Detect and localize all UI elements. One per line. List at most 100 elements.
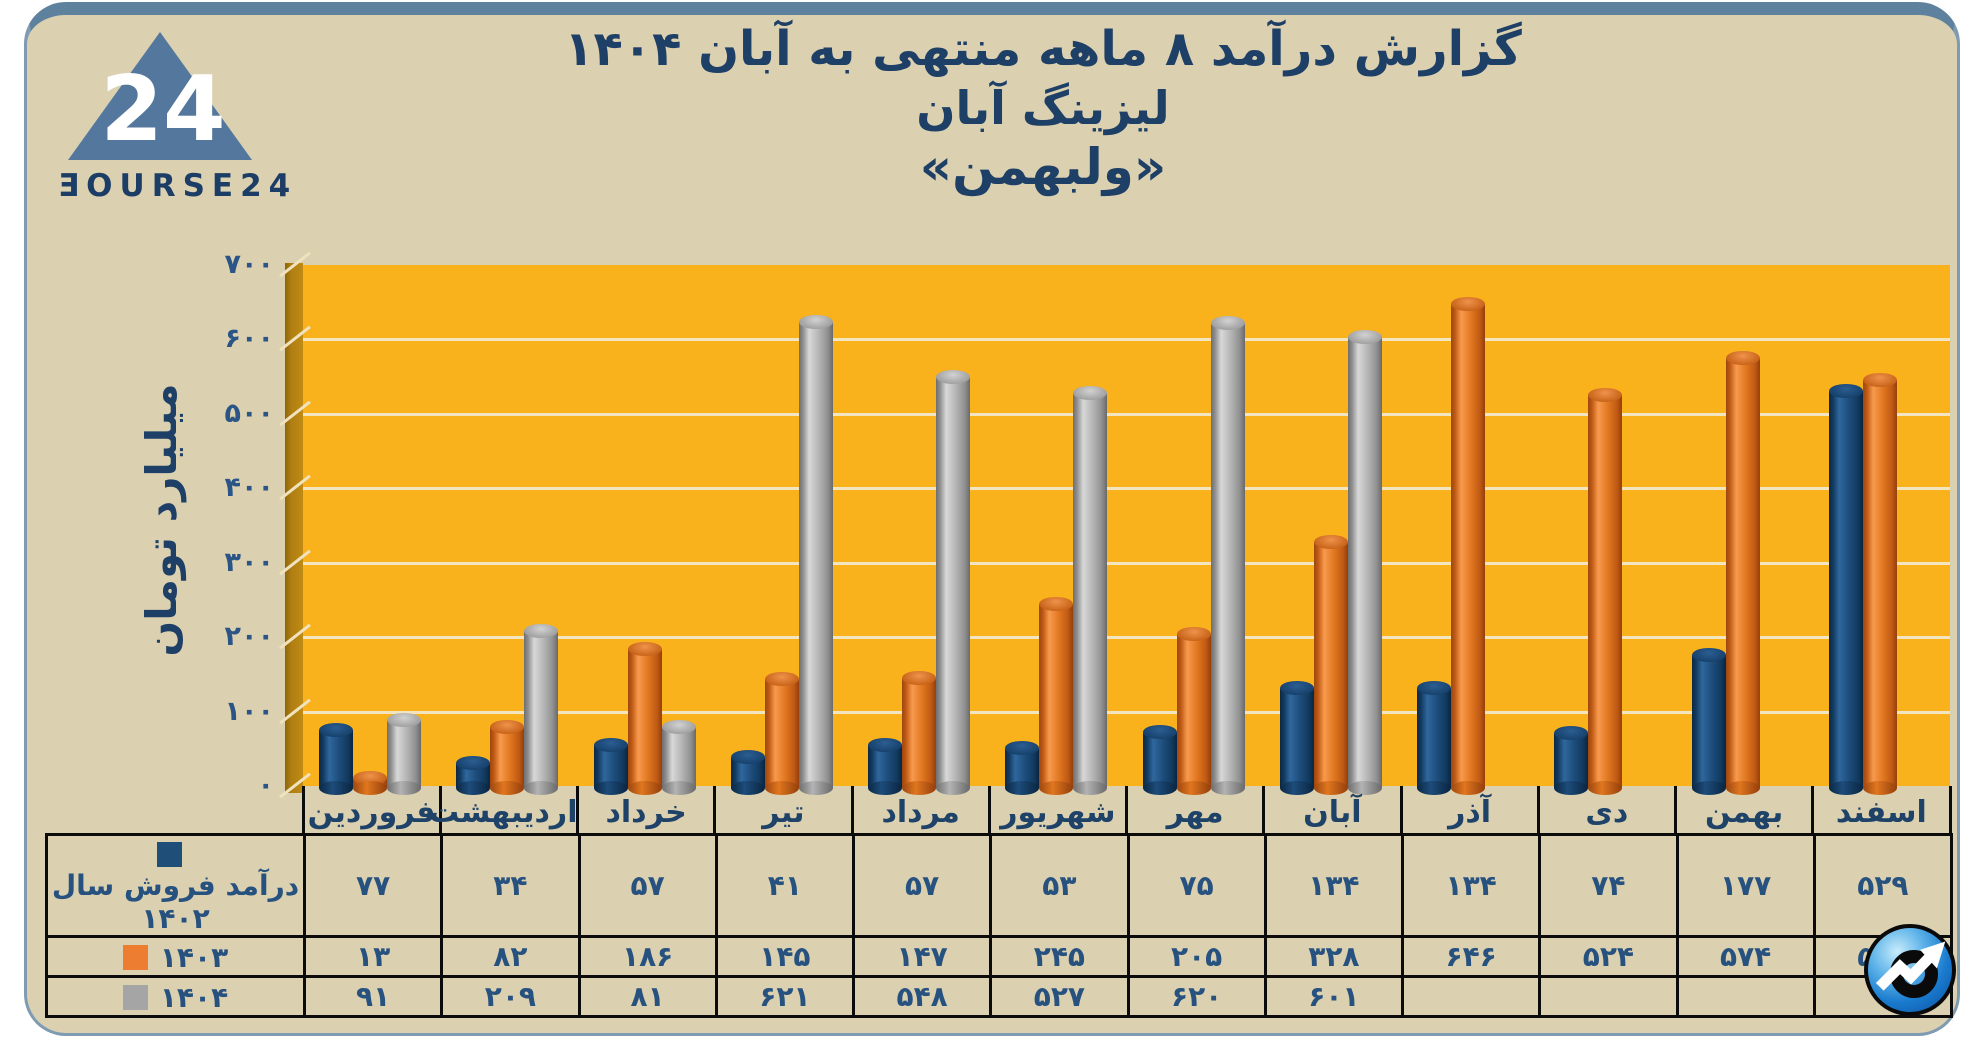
value-cell-0-10: ۱۷۷ bbox=[1675, 833, 1816, 938]
bar-cylinder-۱۴۰۳-مهر bbox=[1176, 627, 1211, 795]
title-line-1: گزارش درآمد ۸ ماهه منتهی به آبان ۱۴۰۴ bbox=[564, 21, 1522, 77]
grid-line bbox=[303, 636, 1950, 640]
value-cell-2-0: ۹۱ bbox=[302, 975, 444, 1018]
bar-cylinder-۱۴۰۳-دی bbox=[1588, 388, 1623, 795]
month-label-4: مرداد bbox=[881, 795, 960, 830]
bar-cylinder-۱۴۰۴-اردیبهشت bbox=[524, 624, 559, 795]
y-axis-tick-label: ۷۰۰ bbox=[224, 249, 274, 280]
legend-label-2: ۱۴۰۴ bbox=[159, 980, 229, 1014]
legend-cell-1: ۱۴۰۳ bbox=[45, 935, 306, 978]
bar-cylinder-۱۴۰۳-بهمن bbox=[1725, 350, 1760, 795]
value-cell-0-5: ۵۳ bbox=[989, 833, 1130, 938]
value-cell-2-9 bbox=[1538, 975, 1679, 1018]
column-divider bbox=[438, 786, 442, 833]
legend-label-1: ۱۴۰۳ bbox=[159, 940, 229, 974]
y-axis-tick-label: ۴۰۰ bbox=[224, 472, 274, 504]
value-cell-2-7: ۶۰۱ bbox=[1263, 975, 1405, 1018]
bar-cylinder-۱۴۰۴-آبان bbox=[1347, 330, 1382, 795]
value-cell-2-1: ۲۰۹ bbox=[440, 975, 581, 1018]
value-cell-1-1: ۸۲ bbox=[440, 935, 581, 978]
value-cell-0-1: ۳۴ bbox=[440, 833, 581, 938]
month-label-5: شهریور bbox=[1000, 795, 1116, 830]
legend-label-0: درآمد فروش سال ۱۴۰۲ bbox=[51, 869, 300, 935]
bar-cylinder-درآمد-فروش-سال-۱۴۰۲-بهمن bbox=[1691, 648, 1726, 795]
column-divider bbox=[301, 786, 305, 833]
legend-swatch-icon-2 bbox=[122, 984, 148, 1010]
value-cell-0-9: ۷۴ bbox=[1538, 833, 1679, 938]
value-cell-1-5: ۲۴۵ bbox=[989, 935, 1130, 978]
bar-cylinder-۱۴۰۳-آذر bbox=[1451, 296, 1485, 795]
value-cell-1-8: ۶۴۶ bbox=[1400, 935, 1542, 978]
value-cell-0-4: ۵۷ bbox=[851, 833, 993, 938]
bar-cylinder-درآمد-فروش-سال-۱۴۰۲-شهریور bbox=[1005, 741, 1040, 795]
value-cell-2-6: ۶۲۰ bbox=[1126, 975, 1267, 1018]
value-cell-2-4: ۵۴۸ bbox=[851, 975, 993, 1018]
month-label-1: اردیبهشت bbox=[428, 795, 578, 830]
bar-cylinder-درآمد-فروش-سال-۱۴۰۲-آبان bbox=[1279, 680, 1314, 795]
legend-swatch-icon-0 bbox=[157, 841, 182, 867]
bar-cylinder-درآمد-فروش-سال-۱۴۰۲-دی bbox=[1554, 725, 1589, 795]
value-cell-2-2: ۸۱ bbox=[577, 975, 718, 1018]
value-cell-1-4: ۱۴۷ bbox=[851, 935, 993, 978]
column-divider bbox=[1536, 786, 1540, 833]
bar-cylinder-درآمد-فروش-سال-۱۴۰۲-فروردین bbox=[319, 723, 353, 795]
bar-cylinder-۱۴۰۳-اردیبهشت bbox=[490, 719, 525, 795]
bar-cylinder-۱۴۰۳-تیر bbox=[764, 672, 799, 795]
bar-cylinder-۱۴۰۴-مهر bbox=[1210, 316, 1245, 795]
value-cell-0-3: ۴۱ bbox=[714, 833, 856, 938]
value-cell-1-7: ۳۲۸ bbox=[1263, 935, 1405, 978]
month-label-2: خرداد bbox=[605, 795, 687, 830]
y-axis-tick-label: ۳۰۰ bbox=[224, 546, 274, 578]
value-cell-2-8 bbox=[1400, 975, 1542, 1018]
title-line-2: لیزینگ آبان bbox=[916, 81, 1170, 135]
month-label-8: آذر bbox=[1448, 795, 1492, 830]
bar-cylinder-درآمد-فروش-سال-۱۴۰۲-تیر bbox=[730, 750, 765, 795]
grid-line bbox=[303, 561, 1950, 565]
table-row-0: درآمد فروش سال ۱۴۰۲ ۷۷ ۳۴ ۵۷ ۴۱ ۵۷ ۵۳ ۷۵ ۱۳۴ ۱۳۴ ۷… bbox=[45, 833, 1954, 938]
y-axis-tick-label: ۶۰۰ bbox=[224, 323, 274, 355]
column-divider bbox=[1674, 786, 1677, 833]
column-divider bbox=[1125, 786, 1128, 833]
bar-cylinder-۱۴۰۴-خرداد bbox=[661, 720, 696, 795]
month-label-6: مهر bbox=[1166, 795, 1224, 830]
bar-cylinder-۱۴۰۳-مرداد bbox=[902, 670, 936, 796]
legend-cell-0: درآمد فروش سال ۱۴۰۲ bbox=[45, 833, 306, 938]
grid-line bbox=[303, 412, 1950, 416]
month-label-3: تیر bbox=[762, 795, 805, 830]
value-cell-1-2: ۱۸۶ bbox=[577, 935, 718, 978]
month-label-11: اسفند bbox=[1835, 795, 1927, 830]
bar-cylinder-۱۴۰۳-خرداد bbox=[627, 641, 662, 795]
column-divider bbox=[1948, 786, 1952, 833]
column-divider bbox=[576, 786, 579, 833]
bar-cylinder-۱۴۰۳-فروردین bbox=[353, 771, 387, 795]
grid-line bbox=[303, 710, 1950, 714]
logo-triangle-icon: 24 bbox=[68, 32, 252, 162]
table-row-2: ۱۴۰۴ ۹۱ ۲۰۹ ۸۱ ۶۲۱ ۵۴۸ ۵۲۷ ۶۲۰ ۶۰۱ bbox=[45, 975, 1954, 1018]
table-row-1: ۱۴۰۳۱۳۸۲۱۸۶۱۴۵۱۴۷۲۴۵۲۰۵۳۲۸۶۴۶۵۲۴۵۷۴۵۴۴ bbox=[45, 935, 1954, 978]
bar-cylinder-۱۴۰۳-شهریور bbox=[1039, 597, 1074, 795]
logo-number: 24 bbox=[100, 57, 225, 162]
value-cell-2-5: ۵۲۷ bbox=[989, 975, 1130, 1018]
bar-cylinder-درآمد-فروش-سال-۱۴۰۲-اسفند bbox=[1828, 384, 1863, 795]
y-axis-tick-label: ۱۰۰ bbox=[224, 695, 274, 727]
column-divider bbox=[1811, 786, 1815, 833]
bar-cylinder-۱۴۰۴-مرداد bbox=[936, 370, 970, 795]
bar-cylinder-۱۴۰۳-آبان bbox=[1313, 535, 1348, 795]
y-axis-tick-label: ۲۰۰ bbox=[224, 621, 274, 653]
value-cell-1-10: ۵۷۴ bbox=[1675, 935, 1816, 978]
bar-cylinder-۱۴۰۴-فروردین bbox=[387, 712, 421, 796]
trend-arrow-icon bbox=[1875, 941, 1946, 991]
value-cell-0-0: ۷۷ bbox=[302, 833, 444, 938]
bar-cylinder-۱۴۰۴-شهریور bbox=[1073, 385, 1108, 796]
value-cell-1-3: ۱۴۵ bbox=[714, 935, 856, 978]
plot-area bbox=[303, 265, 1950, 786]
month-label-7: آبان bbox=[1303, 795, 1362, 830]
column-divider bbox=[713, 786, 717, 833]
bar-cylinder-درآمد-فروش-سال-۱۴۰۲-خرداد bbox=[593, 738, 628, 795]
value-cell-0-11: ۵۲۹ bbox=[1812, 833, 1954, 938]
value-cell-1-9: ۵۲۴ bbox=[1538, 935, 1679, 978]
value-cell-2-3: ۶۲۱ bbox=[714, 975, 856, 1018]
column-divider bbox=[850, 786, 854, 833]
value-cell-1-6: ۲۰۵ bbox=[1126, 935, 1267, 978]
